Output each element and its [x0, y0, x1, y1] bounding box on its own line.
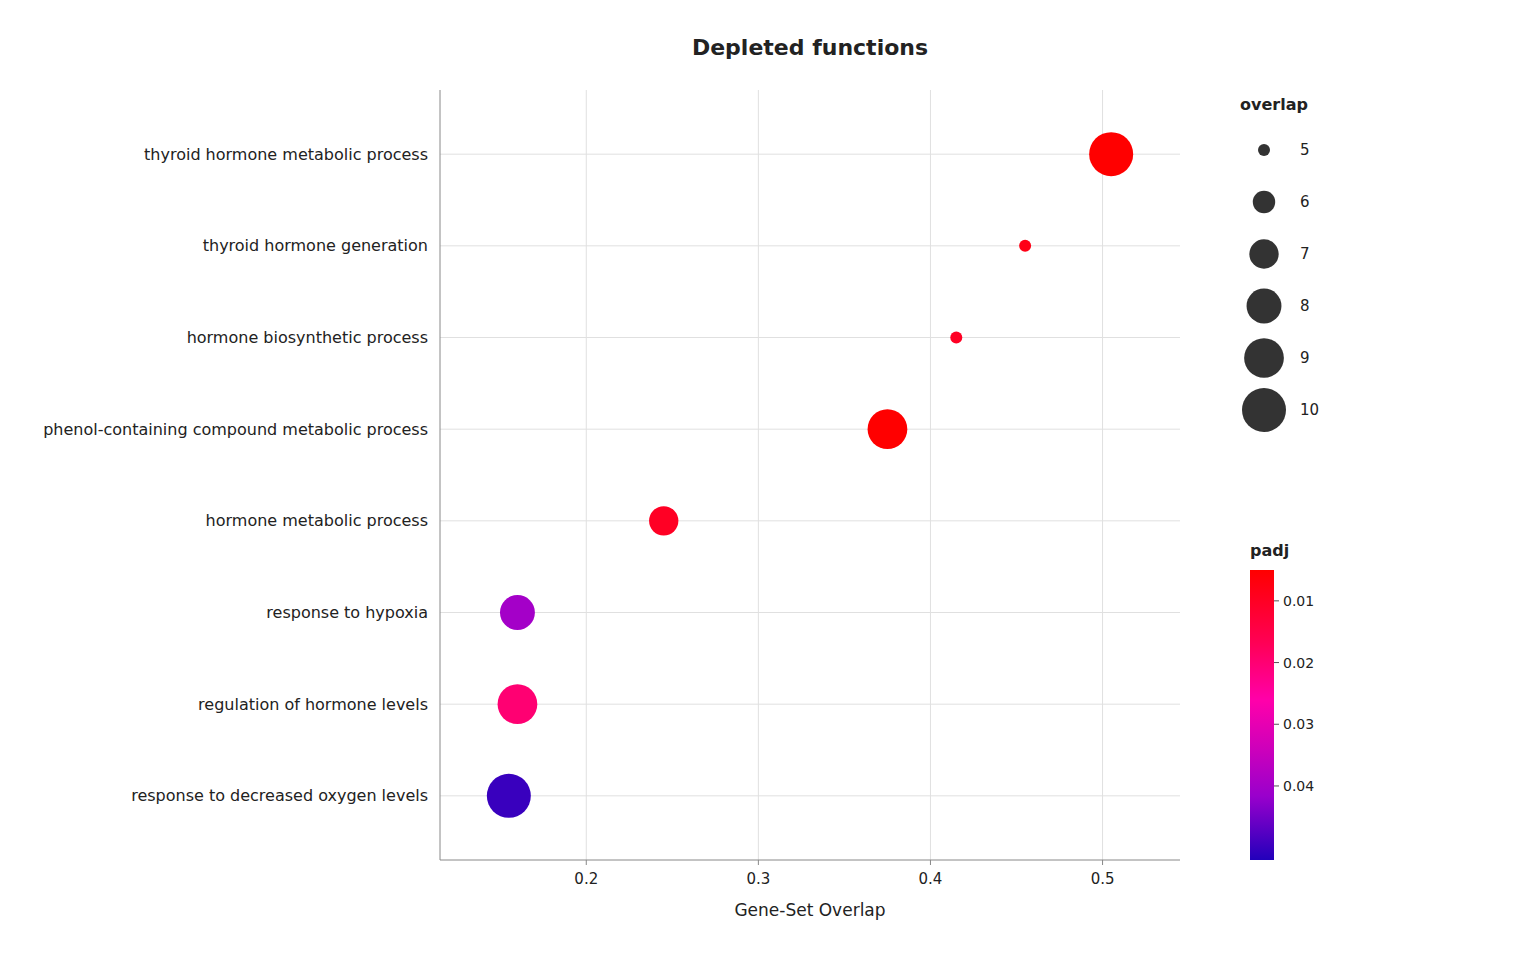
size-legend-label: 8	[1300, 297, 1310, 315]
grid-line-y	[440, 429, 1180, 430]
grid-line-y	[440, 795, 1180, 796]
point	[498, 684, 538, 724]
size-legend-label: 5	[1300, 141, 1310, 159]
point	[950, 332, 962, 344]
point	[1089, 132, 1133, 176]
grid-line-y	[440, 245, 1180, 246]
grid-line-y	[440, 704, 1180, 705]
size-legend-label: 6	[1300, 193, 1310, 211]
grid-line-y	[440, 612, 1180, 613]
size-legend-marker	[1244, 338, 1284, 378]
point	[868, 409, 908, 449]
chart-container: Depleted functions 0.2 0.3 0.4 0.5 Gene-Set O…	[0, 0, 1536, 960]
colorbar-tick	[1274, 785, 1279, 786]
x-tick	[930, 860, 931, 865]
point	[487, 774, 531, 818]
point	[500, 595, 535, 630]
y-tick-label: response to decreased oxygen levels	[131, 786, 428, 805]
point	[649, 506, 678, 535]
y-tick-label: hormone metabolic process	[206, 511, 428, 530]
y-tick-label: phenol-containing compound metabolic pro…	[43, 420, 428, 439]
x-axis-line	[440, 860, 1180, 861]
y-axis-line	[440, 90, 441, 860]
grid-line-x	[930, 90, 931, 860]
y-tick-label: thyroid hormone generation	[203, 236, 428, 255]
y-tick-label: thyroid hormone metabolic process	[144, 145, 428, 164]
colorbar-tick	[1274, 600, 1279, 601]
x-tick-label: 0.3	[746, 870, 770, 888]
size-legend-label: 7	[1300, 245, 1310, 263]
grid-line-x	[758, 90, 759, 860]
size-legend-marker	[1258, 144, 1270, 156]
size-legend-label: 9	[1300, 349, 1310, 367]
size-legend-label: 10	[1300, 401, 1319, 419]
size-legend-marker	[1247, 289, 1282, 324]
chart-svg: Depleted functions 0.2 0.3 0.4 0.5 Gene-Set O…	[0, 0, 1536, 960]
colorbar-tick-label: 0.04	[1283, 778, 1314, 794]
colorbar-tick-label: 0.01	[1283, 593, 1314, 609]
colorbar-tick	[1274, 724, 1279, 725]
y-tick-label: regulation of hormone levels	[198, 695, 428, 714]
grid-line-y	[440, 154, 1180, 155]
colorbar-tick-label: 0.02	[1283, 655, 1314, 671]
x-tick-label: 0.4	[919, 870, 943, 888]
colorbar-title: padj	[1250, 541, 1289, 560]
chart-title: Depleted functions	[692, 35, 928, 60]
grid-line-x	[586, 90, 587, 860]
x-tick-label: 0.5	[1091, 870, 1115, 888]
colorbar-tick-label: 0.03	[1283, 716, 1314, 732]
colorbar	[1250, 570, 1274, 860]
grid-line-y	[440, 520, 1180, 521]
size-legend-title: overlap	[1240, 95, 1308, 114]
colorbar-tick	[1274, 662, 1279, 663]
size-legend-marker	[1242, 388, 1286, 432]
grid	[440, 90, 1180, 860]
size-legend-marker	[1253, 191, 1275, 213]
grid-line-y	[440, 337, 1180, 338]
x-axis-label: Gene-Set Overlap	[734, 900, 885, 920]
points	[487, 132, 1133, 818]
x-tick	[758, 860, 759, 865]
x-tick	[586, 860, 587, 865]
x-tick	[1102, 860, 1103, 865]
point	[1019, 240, 1031, 252]
y-tick-label: response to hypoxia	[266, 603, 428, 622]
x-tick-label: 0.2	[574, 870, 598, 888]
grid-line-x	[1102, 90, 1103, 860]
y-tick-label: hormone biosynthetic process	[187, 328, 428, 347]
size-legend-marker	[1249, 239, 1278, 268]
